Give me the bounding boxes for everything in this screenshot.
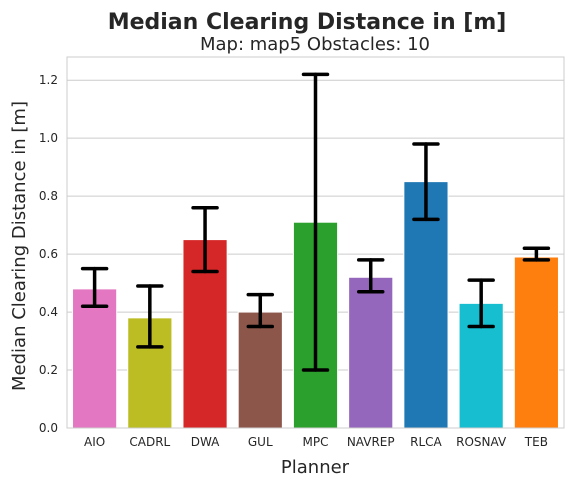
x-axis-label: Planner bbox=[281, 457, 350, 478]
x-tick-labels: AIO CADRL DWA GUL MPC NAVREP RLCA ROSNAV TEB bbox=[84, 435, 548, 449]
bar-navrep bbox=[348, 276, 394, 429]
error-bars bbox=[80, 72, 551, 372]
x-tick-label: AIO bbox=[84, 435, 105, 449]
bar-gul bbox=[237, 311, 283, 429]
y-tick-label: 0.6 bbox=[39, 247, 58, 261]
x-tick-label: RLCA bbox=[410, 435, 442, 449]
y-axis-label: Median Clearing Distance in [m] bbox=[9, 101, 30, 391]
x-tick-label: DWA bbox=[191, 435, 220, 449]
plot-area-frame bbox=[66, 56, 565, 429]
bar-rosnav bbox=[458, 302, 504, 429]
x-tick-label: NAVREP bbox=[347, 435, 395, 449]
chart-title: Map: map5 Obstacles: 10 bbox=[200, 34, 430, 55]
bar-aio bbox=[72, 288, 118, 429]
y-tick-labels: 0.0 0.2 0.4 0.6 0.8 1.0 1.2 bbox=[39, 73, 58, 435]
y-tick-label: 0.0 bbox=[39, 421, 58, 435]
x-tick-label: CADRL bbox=[129, 435, 170, 449]
y-tick-label: 1.2 bbox=[39, 73, 58, 87]
y-tick-label: 0.8 bbox=[39, 189, 58, 203]
chart-suptitle: Median Clearing Distance in [m] bbox=[108, 10, 507, 35]
bar-rlca bbox=[403, 181, 449, 429]
x-tick-label: GUL bbox=[248, 435, 273, 449]
x-tick-label: TEB bbox=[524, 435, 548, 449]
y-tick-label: 0.2 bbox=[39, 363, 58, 377]
x-tick-label: MPC bbox=[303, 435, 329, 449]
bar-teb bbox=[513, 256, 559, 429]
y-tick-label: 1.0 bbox=[39, 131, 58, 145]
x-tick-label: ROSNAV bbox=[456, 435, 507, 449]
y-tick-label: 0.4 bbox=[39, 305, 58, 319]
